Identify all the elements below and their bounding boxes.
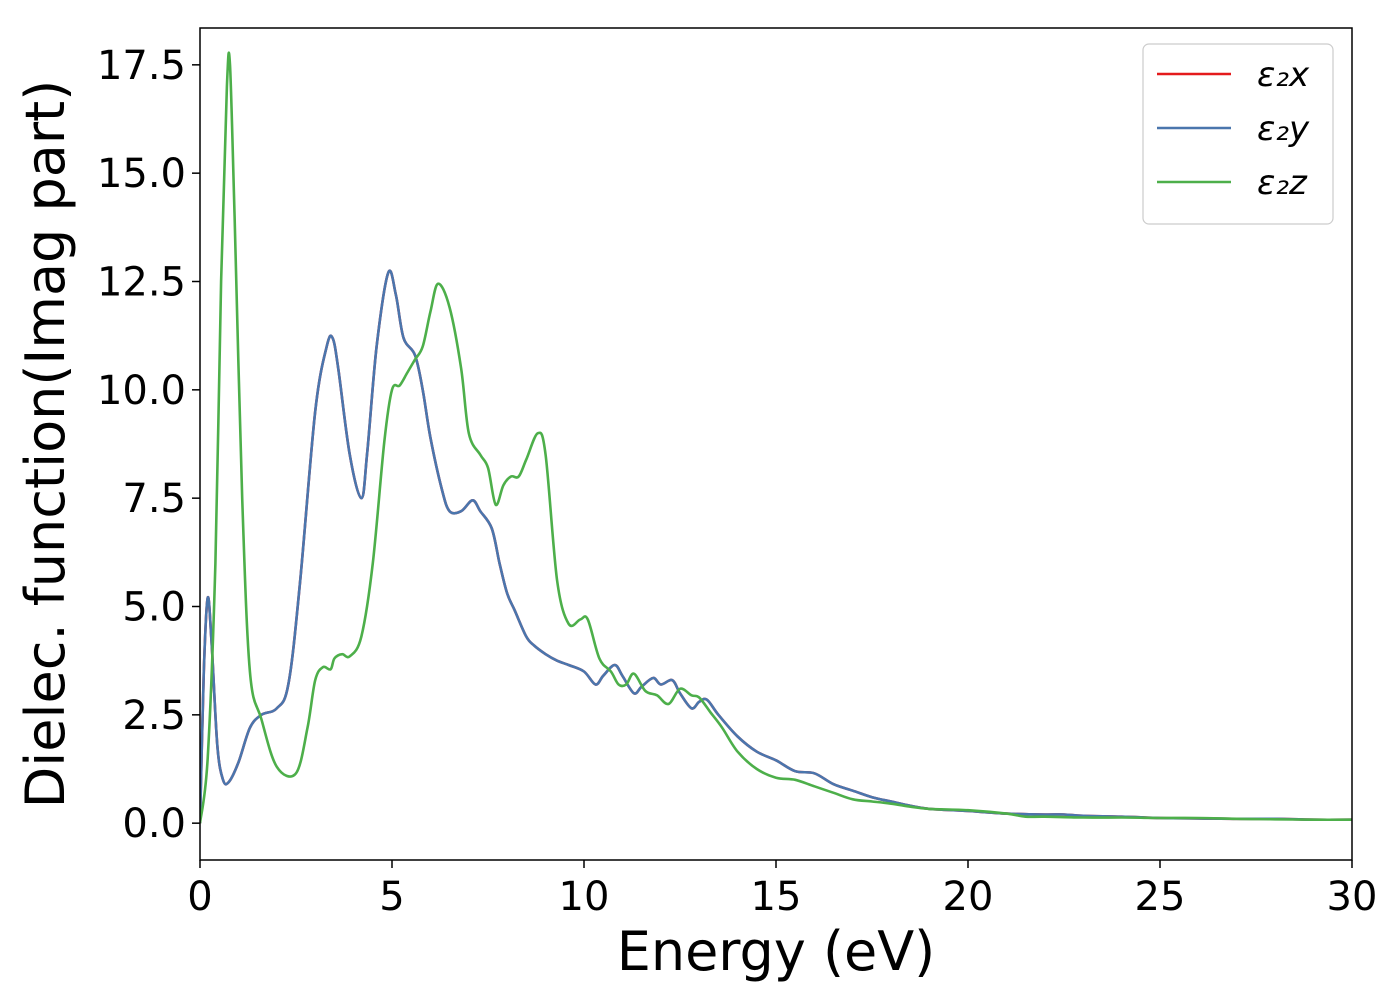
series-line-0	[200, 269, 1352, 824]
legend-label: ε₂y	[1257, 109, 1310, 149]
y-tick-label: 17.5	[97, 43, 186, 89]
x-tick-label: 10	[559, 874, 610, 920]
legend-label: ε₂x	[1257, 55, 1310, 95]
legend-box	[1142, 43, 1334, 225]
y-tick-label: 7.5	[122, 476, 186, 522]
x-tick-label: 25	[1135, 874, 1186, 920]
y-tick-label: 10.0	[97, 368, 186, 414]
series-layer	[200, 51, 1352, 824]
x-tick-label: 0	[187, 874, 212, 920]
y-axis-label: Dielec. function(Imag part)	[14, 80, 77, 809]
x-axis-label: Energy (eV)	[617, 920, 936, 983]
y-tick-label: 5.0	[122, 585, 186, 631]
x-tick-label: 15	[751, 874, 802, 920]
y-tick-label: 0.0	[122, 801, 186, 847]
x-tick-label: 5	[379, 874, 404, 920]
ticks-layer: 0 5 10 15 20 25 30 0.0 2.5 5.0 7.5 10.0 12.5 15.0 17.5	[97, 43, 1378, 920]
y-tick-label: 12.5	[97, 260, 186, 306]
y-tick-label: 15.0	[97, 151, 186, 197]
x-tick-label: 30	[1327, 874, 1378, 920]
y-tick-label: 2.5	[122, 693, 186, 739]
legend-label: ε₂z	[1257, 163, 1308, 203]
x-tick-label: 20	[943, 874, 994, 920]
legend: ε₂x ε₂y ε₂z	[1142, 43, 1334, 225]
series-line-2	[200, 51, 1352, 824]
series-line-1	[200, 269, 1352, 824]
